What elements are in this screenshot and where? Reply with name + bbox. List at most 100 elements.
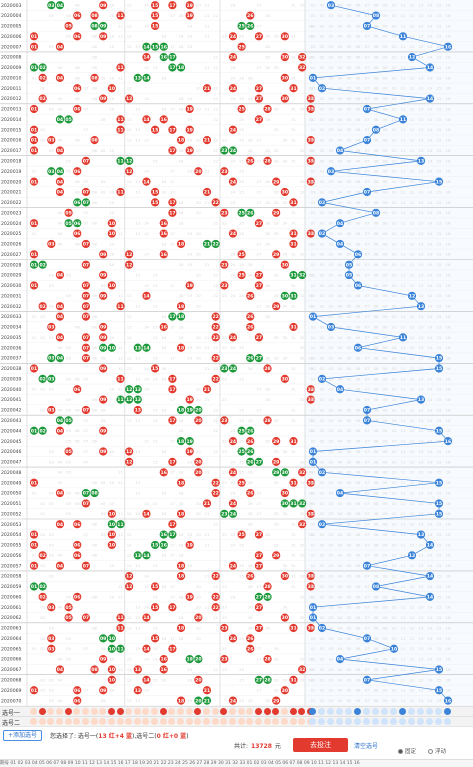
red-pick-dot[interactable] [116, 718, 124, 725]
blue-pick-dot[interactable] [417, 718, 424, 725]
red-pick-dot[interactable] [159, 718, 167, 725]
blue-pick-dot[interactable] [381, 708, 388, 715]
blue-pick-dot[interactable] [444, 718, 451, 725]
red-pick-dot[interactable] [133, 718, 141, 725]
red-pick-dot[interactable] [280, 718, 288, 725]
add-selection-button[interactable]: +添加选号 [3, 730, 43, 741]
blue-pick-dot[interactable] [345, 718, 352, 725]
blue-pick-dot[interactable] [336, 718, 343, 725]
red-pick-dot[interactable] [228, 708, 236, 715]
blue-pick-dot[interactable] [372, 718, 379, 725]
blue-pick-dot[interactable] [435, 718, 442, 725]
red-pick-dot[interactable] [142, 718, 150, 725]
clear-selection-link[interactable]: 清空选号 [354, 741, 378, 750]
red-pick-dot[interactable] [38, 708, 46, 715]
red-pick-dot[interactable] [64, 718, 72, 725]
red-pick-dot[interactable] [47, 718, 55, 725]
red-pick-dot[interactable] [203, 718, 210, 725]
blue-pick-dot[interactable] [408, 708, 415, 715]
red-pick-dot[interactable] [203, 708, 210, 715]
red-pick-dot[interactable] [211, 708, 219, 715]
red-pick-dot[interactable] [289, 718, 297, 725]
blue-pick-dot[interactable] [318, 708, 325, 715]
red-pick-dot[interactable] [151, 708, 159, 715]
blue-pick-dot[interactable] [426, 718, 433, 725]
red-pick-dot[interactable] [38, 718, 46, 725]
blue-pick-dot[interactable] [327, 718, 334, 725]
red-pick-dot[interactable] [116, 708, 124, 715]
blue-pick-dot[interactable] [318, 718, 325, 725]
red-pick-dot[interactable] [64, 708, 72, 715]
red-pick-dot[interactable] [142, 708, 150, 715]
blue-pick-dot[interactable] [435, 708, 442, 715]
blue-pick-dot[interactable] [390, 708, 397, 715]
red-pick-dot[interactable] [237, 718, 245, 725]
red-pick-dot[interactable] [194, 718, 202, 725]
red-pick-dot[interactable] [125, 708, 133, 715]
red-pick-dot[interactable] [298, 718, 306, 725]
blue-pick-dot[interactable] [372, 708, 379, 715]
blue-pick-dot[interactable] [426, 708, 433, 715]
blue-pick-dot[interactable] [309, 708, 316, 715]
blue-pick-dot[interactable] [363, 718, 370, 725]
red-pick-dot[interactable] [246, 708, 254, 715]
red-pick-dot[interactable] [194, 708, 202, 715]
red-pick-dot[interactable] [81, 708, 89, 715]
blue-pick-dot[interactable] [399, 718, 406, 725]
red-pick-dot[interactable] [254, 718, 262, 725]
red-pick-dot[interactable] [272, 718, 280, 725]
red-pick-dot[interactable] [177, 708, 185, 715]
red-pick-dot[interactable] [220, 718, 228, 725]
red-pick-dot[interactable] [246, 718, 254, 725]
blue-pick-dot[interactable] [336, 708, 343, 715]
blue-pick-dot[interactable] [345, 708, 352, 715]
red-pick-dot[interactable] [254, 708, 262, 715]
red-pick-dot[interactable] [73, 708, 81, 715]
red-pick-dot[interactable] [272, 708, 280, 715]
blue-pick-dot[interactable] [390, 718, 397, 725]
red-pick-dot[interactable] [220, 708, 228, 715]
blue-pick-dot[interactable] [417, 708, 424, 715]
red-pick-dot[interactable] [30, 718, 37, 725]
red-pick-dot[interactable] [125, 718, 133, 725]
red-pick-dot[interactable] [30, 708, 37, 715]
red-pick-dot[interactable] [263, 718, 271, 725]
blue-pick-dot[interactable] [327, 708, 334, 715]
option-fixed[interactable]: 固定 [398, 747, 416, 755]
blue-pick-dot[interactable] [408, 718, 415, 725]
red-pick-dot[interactable] [81, 718, 89, 725]
red-pick-dot[interactable] [185, 708, 193, 715]
blue-pick-dot[interactable] [381, 718, 388, 725]
red-pick-dot[interactable] [168, 708, 176, 715]
red-pick-dot[interactable] [151, 718, 159, 725]
red-pick-dot[interactable] [263, 708, 271, 715]
blue-pick-dot[interactable] [399, 708, 406, 715]
red-pick-dot[interactable] [280, 708, 288, 715]
option-float[interactable]: 浮动 [428, 747, 446, 755]
red-pick-dot[interactable] [55, 718, 63, 725]
red-pick-dot[interactable] [237, 708, 245, 715]
red-pick-dot[interactable] [99, 718, 107, 725]
red-pick-dot[interactable] [73, 718, 81, 725]
blue-pick-dot[interactable] [444, 708, 451, 715]
red-pick-dot[interactable] [289, 708, 297, 715]
red-pick-dot[interactable] [55, 708, 63, 715]
red-pick-dot[interactable] [133, 708, 141, 715]
red-pick-dot[interactable] [47, 708, 55, 715]
red-pick-dot[interactable] [90, 708, 98, 715]
blue-pick-dot[interactable] [363, 708, 370, 715]
red-pick-dot[interactable] [228, 718, 236, 725]
place-bet-button[interactable]: 去投注 [293, 738, 348, 752]
red-pick-dot[interactable] [185, 718, 193, 725]
red-pick-dot[interactable] [159, 708, 167, 715]
red-pick-dot[interactable] [298, 708, 306, 715]
blue-pick-dot[interactable] [354, 718, 361, 725]
red-pick-dot[interactable] [177, 718, 185, 725]
red-pick-dot[interactable] [90, 718, 98, 725]
red-pick-dot[interactable] [211, 718, 219, 725]
red-pick-dot[interactable] [99, 708, 107, 715]
red-pick-dot[interactable] [107, 708, 115, 715]
blue-pick-dot[interactable] [354, 708, 361, 715]
blue-pick-dot[interactable] [309, 718, 316, 725]
red-pick-dot[interactable] [168, 718, 176, 725]
